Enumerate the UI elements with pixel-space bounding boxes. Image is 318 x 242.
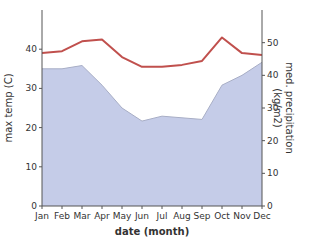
y2-tick: [262, 42, 265, 43]
y-tick: [39, 88, 42, 89]
chart: 01020304001020304050JanFebMarAprMayJunJu…: [0, 0, 318, 242]
temperature-line: [42, 37, 262, 66]
x-tick: [182, 206, 183, 209]
x-tick: [222, 206, 223, 209]
y2-tick-label: 10: [267, 168, 279, 178]
x-tick-label: Apr: [94, 211, 110, 221]
x-tick: [242, 206, 243, 209]
y-tick-label: 10: [26, 162, 38, 172]
x-tick-label: Nov: [233, 211, 251, 221]
x-tick-label: May: [113, 211, 132, 221]
x-tick: [122, 206, 123, 209]
x-tick: [62, 206, 63, 209]
x-tick-label: Oct: [214, 211, 230, 221]
x-tick: [82, 206, 83, 209]
y-tick: [39, 49, 42, 50]
y2-tick: [262, 75, 265, 76]
x-tick: [42, 206, 43, 209]
x-axis-line: [42, 206, 262, 207]
y2-axis-label-line: (kg/m2): [272, 88, 283, 128]
y2-tick: [262, 108, 265, 109]
y-tick-label: 40: [26, 44, 38, 54]
x-tick: [162, 206, 163, 209]
y2-axis-label-line: med. precipitation: [284, 62, 295, 154]
y2-tick: [262, 173, 265, 174]
y2-tick: [262, 140, 265, 141]
x-tick-label: Jul: [156, 211, 168, 221]
x-tick-label: Mar: [74, 211, 91, 221]
y2-tick-label: 20: [267, 136, 279, 146]
x-tick-label: Dec: [253, 211, 270, 221]
x-tick-label: Feb: [54, 211, 70, 221]
precipitation-edge: [42, 62, 262, 121]
y-tick-label: 30: [26, 83, 38, 93]
y-tick-label: 20: [26, 123, 38, 133]
x-tick-label: Sep: [194, 211, 211, 221]
y2-tick-label: 0: [267, 201, 273, 211]
y-tick: [39, 127, 42, 128]
x-tick: [202, 206, 203, 209]
y-axis-line: [42, 10, 43, 206]
x-tick-label: Aug: [173, 211, 191, 221]
x-tick-label: Jan: [34, 211, 49, 221]
y2-tick-label: 50: [267, 38, 279, 48]
x-tick: [262, 206, 263, 209]
y-tick-label: 0: [31, 201, 37, 211]
x-tick: [102, 206, 103, 209]
plot-area: [42, 37, 262, 206]
y-tick: [39, 166, 42, 167]
y2-tick-label: 40: [267, 70, 279, 80]
x-tick: [142, 206, 143, 209]
y2-axis-label: med. precipitation(kg/m2): [272, 62, 295, 154]
precipitation-area: [42, 62, 262, 206]
x-tick-label: Jun: [134, 211, 149, 221]
y-axis-label: max temp (C): [3, 73, 14, 142]
x-axis-label: date (month): [115, 226, 189, 237]
